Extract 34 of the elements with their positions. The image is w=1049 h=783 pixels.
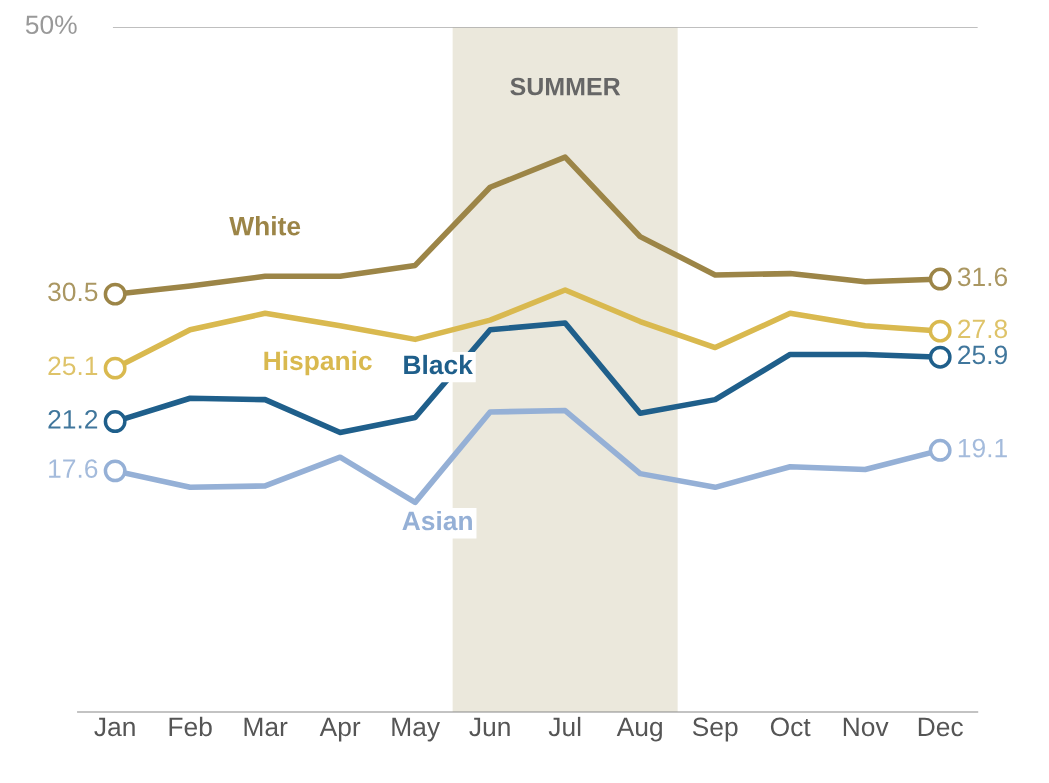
x-tick-label: Nov [843, 717, 889, 737]
point [103, 410, 127, 434]
series-label: White [229, 216, 301, 236]
point [103, 459, 127, 483]
x-tick-label: Feb [169, 716, 212, 737]
data-label: 21.2 [48, 409, 98, 429]
data-label: 25.1 [48, 356, 98, 376]
point [928, 345, 952, 369]
point [928, 319, 952, 343]
data-label: 27.8 [958, 319, 1008, 339]
series-label: Hispanic [264, 350, 372, 376]
x-tick-label: Mar [244, 717, 288, 737]
point [928, 438, 952, 462]
x-tick-label: May [392, 717, 441, 742]
x-tick-label: Oct [770, 717, 811, 737]
point [103, 282, 127, 306]
x-tick-label: Jul [548, 716, 581, 737]
point [103, 356, 127, 380]
x-tick-label: Sep [692, 717, 738, 742]
point [928, 267, 952, 291]
data-label: 17.6 [49, 459, 98, 478]
band-label: SUMMER [510, 77, 621, 96]
series-label: Black [404, 354, 473, 375]
x-tick-label: Dec [918, 717, 963, 737]
x-tick-label: Apr [319, 717, 361, 742]
data-label: 30.5 [48, 282, 98, 302]
series-label: Asian [402, 510, 472, 531]
data-label: 25.9 [958, 345, 1007, 365]
x-tick-label: Aug [616, 717, 662, 742]
x-tick-label: Jun [469, 717, 510, 737]
data-label: 19.1 [958, 438, 1007, 458]
x-tick-label: Jan [94, 717, 135, 737]
data-label: 31.6 [957, 267, 1008, 287]
ref-line-label: 50% [25, 15, 77, 35]
